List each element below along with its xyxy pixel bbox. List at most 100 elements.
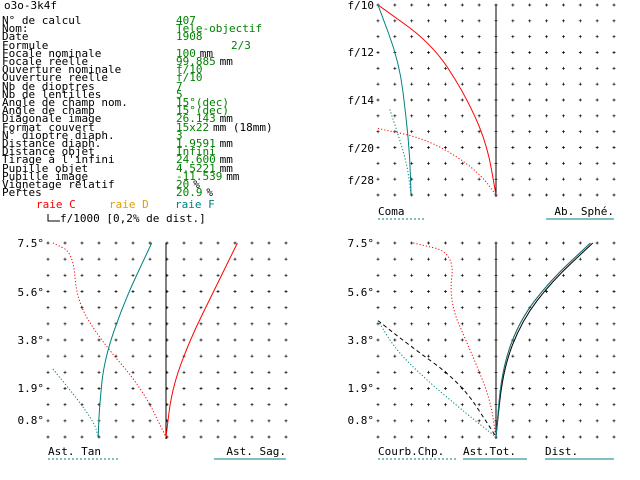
grid-mark — [80, 419, 84, 423]
grid-mark — [460, 403, 464, 407]
param-value: 20 — [176, 178, 190, 191]
grid-mark — [528, 130, 532, 134]
grid-mark — [97, 257, 101, 261]
grid-mark — [561, 241, 565, 245]
grid-mark — [182, 257, 186, 261]
grid-mark — [595, 146, 599, 149]
grid-mark — [131, 435, 135, 439]
grid-mark — [427, 146, 431, 149]
grid-mark — [511, 322, 515, 326]
grid-mark — [595, 387, 599, 390]
grid-mark — [612, 338, 616, 342]
grid-mark — [528, 177, 532, 181]
grid-mark — [393, 435, 397, 439]
grid-mark — [612, 114, 616, 118]
y-tick-label: 1.9° — [348, 382, 375, 395]
grid-mark — [595, 354, 599, 358]
param-unit: mm — [226, 169, 240, 183]
grid-mark — [393, 419, 397, 423]
grid-mark — [199, 306, 203, 310]
param-unit: mm — [219, 161, 233, 175]
grid-mark — [97, 338, 101, 342]
y-tick-label: 3.8° — [18, 334, 45, 347]
grid-mark — [114, 257, 118, 261]
grid-mark — [443, 419, 447, 423]
grid-mark — [114, 306, 118, 310]
grid-mark — [233, 354, 237, 358]
grid-mark — [460, 370, 464, 374]
grid-mark — [477, 435, 481, 439]
grid-mark — [284, 387, 288, 390]
grid-mark — [80, 241, 84, 245]
series-line — [389, 109, 412, 196]
grid-mark — [376, 130, 380, 134]
grid-mark — [393, 273, 397, 277]
param-value: 4.5221 — [176, 161, 216, 175]
grid-mark — [63, 370, 67, 374]
grid-mark — [199, 354, 203, 358]
grid-mark — [284, 306, 288, 310]
grid-mark — [376, 19, 380, 23]
param-value: 15°(dec) — [176, 104, 229, 118]
param-unit: mm — [199, 46, 214, 60]
grid-mark — [80, 354, 84, 358]
grid-mark — [182, 290, 186, 293]
grid-mark — [612, 193, 616, 197]
grid-mark — [148, 322, 152, 326]
grid-mark — [410, 322, 414, 326]
grid-mark — [460, 35, 464, 39]
grid-mark — [267, 435, 271, 439]
grid-mark — [443, 435, 447, 439]
grid-mark — [427, 403, 431, 407]
grid-mark — [511, 306, 515, 310]
grid-mark — [578, 98, 582, 102]
grid-mark — [545, 82, 549, 86]
grid-mark — [427, 3, 431, 7]
grid-mark — [182, 435, 186, 439]
grid-mark — [376, 241, 380, 245]
grid-mark — [250, 338, 254, 342]
grid-mark — [443, 290, 447, 293]
grid-mark — [393, 403, 397, 407]
grid-mark — [477, 370, 481, 374]
grid-mark — [477, 273, 481, 277]
grid-mark — [410, 370, 414, 374]
grid-mark — [376, 322, 380, 326]
grid-mark — [612, 257, 616, 261]
grid-mark — [545, 98, 549, 102]
param-value: 26.143 — [176, 112, 216, 126]
grid-mark — [561, 435, 565, 439]
grid-mark — [216, 419, 220, 423]
grid-mark — [578, 82, 582, 86]
series-line — [377, 128, 497, 196]
grid-mark — [182, 403, 186, 407]
grid-mark — [578, 370, 582, 374]
grid-mark — [376, 290, 380, 293]
grid-mark — [578, 177, 582, 181]
grid-mark — [595, 3, 599, 7]
grid-mark — [477, 35, 481, 39]
grid-mark — [216, 273, 220, 277]
grid-mark — [578, 306, 582, 310]
grid-mark — [427, 419, 431, 423]
grid-mark — [114, 273, 118, 277]
grid-mark — [612, 82, 616, 86]
grid-mark — [528, 387, 532, 390]
grid-mark — [284, 273, 288, 277]
grid-mark — [528, 114, 532, 118]
grid-mark — [561, 98, 565, 102]
grid-mark — [595, 161, 599, 165]
grid-mark — [511, 35, 515, 39]
grid-mark — [477, 3, 481, 7]
grid-mark — [410, 403, 414, 407]
grid-mark — [545, 435, 549, 439]
grid-mark — [595, 435, 599, 439]
grid-mark — [460, 114, 464, 118]
grid-mark — [561, 19, 565, 23]
grid-mark — [284, 354, 288, 358]
grid-mark — [267, 354, 271, 358]
grid-mark — [561, 177, 565, 181]
grid-mark — [410, 146, 414, 149]
grid-mark — [545, 403, 549, 407]
